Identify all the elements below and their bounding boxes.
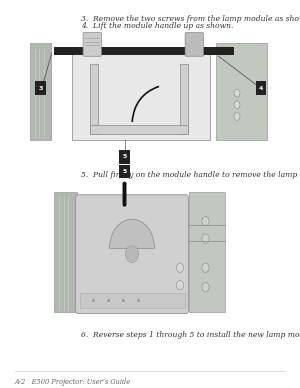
Bar [90,125,188,134]
FancyBboxPatch shape [35,81,46,95]
Text: 3.  Remove the two screws from the lamp module as shown.: 3. Remove the two screws from the lamp m… [81,15,300,23]
Circle shape [234,113,240,120]
Bar [80,293,184,308]
Circle shape [234,101,240,109]
Bar [30,43,51,140]
Bar [180,64,188,134]
Bar [54,178,228,323]
FancyBboxPatch shape [76,195,188,314]
Text: 3: 3 [38,86,43,91]
Circle shape [202,234,209,243]
Text: 5: 5 [122,169,127,174]
Bar [54,192,76,312]
Text: A-2   E500 Projector: User’s Guide: A-2 E500 Projector: User’s Guide [15,378,131,386]
Text: 4: 4 [259,86,263,91]
FancyBboxPatch shape [119,165,130,178]
FancyBboxPatch shape [256,81,266,95]
Bar [30,27,270,159]
FancyArrowPatch shape [132,87,158,121]
Circle shape [202,217,209,226]
Text: 6.  Reverse steps 1 through 5 to install the new lamp module.: 6. Reverse steps 1 through 5 to install … [81,331,300,339]
FancyBboxPatch shape [72,50,210,140]
FancyBboxPatch shape [119,150,130,164]
Circle shape [125,246,139,263]
FancyBboxPatch shape [185,33,203,56]
Text: 5: 5 [122,154,127,159]
Bar [90,64,98,134]
Bar [216,43,267,140]
Circle shape [202,263,209,272]
Circle shape [176,281,184,290]
Bar [189,192,225,312]
Text: 4.  Lift the module handle up as shown.: 4. Lift the module handle up as shown. [81,22,233,30]
FancyBboxPatch shape [83,33,101,56]
Circle shape [176,263,184,272]
Text: 5.  Pull firmly on the module handle to remove the lamp module as shown.: 5. Pull firmly on the module handle to r… [81,171,300,180]
Wedge shape [110,219,154,248]
Circle shape [234,89,240,97]
Circle shape [202,282,209,292]
Bar [54,47,234,55]
